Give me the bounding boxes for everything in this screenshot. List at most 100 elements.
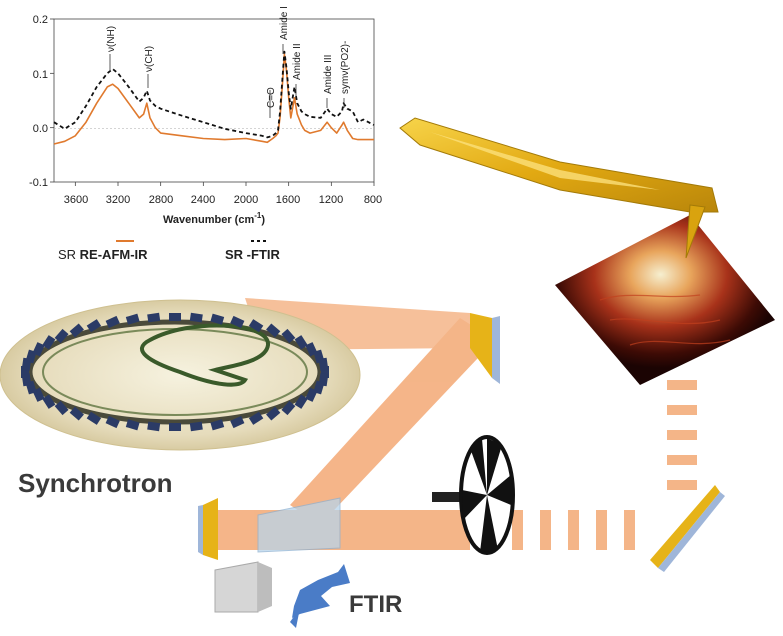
magnet-block <box>105 315 120 329</box>
y-tick-label: 0.0 <box>33 123 48 135</box>
beam-chopped-vertical <box>667 380 697 490</box>
annotation-amide-i: Amide I <box>279 6 290 40</box>
magnet-block <box>248 411 264 425</box>
tick-marks <box>50 18 375 186</box>
synchrotron-ring: Synchrotron <box>0 299 361 498</box>
magnet-block <box>54 400 69 416</box>
cantilever-tip <box>685 204 706 259</box>
afm-sample <box>555 215 775 385</box>
chopper-wheel-icon <box>432 435 515 555</box>
beam-chopped-horizontal <box>512 510 635 550</box>
annotation-co: C=O <box>266 87 277 108</box>
mirror-left-face <box>203 498 218 560</box>
annotation-amide-iii: Amide III <box>323 55 334 94</box>
mirror-bottom-right <box>650 485 725 572</box>
x-tick-label: 1200 <box>319 194 343 206</box>
mirror-top-back <box>492 316 500 384</box>
y-tick-label: -0.1 <box>29 177 48 189</box>
legend-entry-afm: SR RE-AFM-IR <box>58 247 148 262</box>
x-tick-label: 2800 <box>149 194 173 206</box>
magnet-block <box>42 335 56 350</box>
x-tick-label: 3600 <box>64 194 88 206</box>
series-layer <box>53 50 375 145</box>
series-line-afm-ir <box>53 53 374 145</box>
magnet-block <box>86 319 102 333</box>
x-axis-ticks: 3600 3200 2800 2400 2000 1600 1200 800 <box>64 194 382 206</box>
ring-track <box>27 319 323 425</box>
magnet-block <box>189 421 203 432</box>
annotation-nh: ν(NH) <box>106 26 117 52</box>
magnet-block <box>281 400 296 416</box>
magnet-block <box>210 419 225 431</box>
cantilever-body <box>399 117 719 213</box>
mirror-top-face <box>470 313 492 378</box>
beam-diagonal <box>290 318 495 525</box>
magnet-block <box>125 419 140 431</box>
magnet-block <box>248 319 264 333</box>
annotation-amide-ii: Amide II <box>292 43 303 80</box>
magnet-block <box>147 421 161 432</box>
magnet-block <box>294 394 308 409</box>
magnet-block <box>32 342 45 357</box>
ftir-label: FTIR <box>349 591 402 618</box>
magnet-block <box>105 415 120 429</box>
magnet-block <box>189 312 203 323</box>
magnet-block <box>305 387 318 402</box>
magnet-block <box>147 312 161 323</box>
afm-texture <box>599 294 731 346</box>
x-tick-label: 3200 <box>106 194 130 206</box>
x-tick-label: 800 <box>364 194 382 206</box>
series-line-ftir <box>53 50 375 139</box>
magnet-block <box>125 313 140 325</box>
moving-mirror-front <box>214 561 259 613</box>
mirror-br-back <box>658 492 725 572</box>
y-tick-label: 0.1 <box>33 69 48 81</box>
x-axis-label: Wavenumber (cm-1) <box>163 211 265 226</box>
spectrum-chart: 0.2 0.1 0.0 -0.1 3600 3200 2800 2400 200… <box>29 6 382 262</box>
mirror-left <box>198 498 218 560</box>
moving-mirror-side <box>258 562 272 612</box>
magnet-block <box>69 323 84 338</box>
magnet-block <box>86 411 102 425</box>
booster-loop <box>140 323 270 387</box>
plot-frame <box>53 18 375 183</box>
magnet-block <box>318 357 329 371</box>
annotation-po2: symν(PO2)- <box>340 41 351 94</box>
y-tick-label: 0.2 <box>33 14 48 26</box>
mirror-left-back <box>198 505 203 555</box>
mirror-top <box>470 313 500 384</box>
magnet-block <box>230 315 245 329</box>
chopper-shaft <box>432 492 472 502</box>
magnet-block <box>42 394 56 409</box>
synchrotron-label: Synchrotron <box>18 468 173 498</box>
afm-topography <box>555 215 775 385</box>
magnet-block <box>169 423 181 431</box>
magnet-block <box>210 313 225 325</box>
bending-magnets <box>21 312 329 432</box>
annotation-ch: ν(CH) <box>144 46 155 72</box>
magnet-block <box>169 313 181 321</box>
legend-entry-ftir: SR -FTIR <box>225 247 280 262</box>
magnet-block <box>230 415 245 429</box>
beamsplitter <box>257 497 341 553</box>
magnet-block <box>294 335 308 350</box>
magnet-block <box>266 406 281 421</box>
magnet-block <box>69 406 84 421</box>
x-tick-label: 2000 <box>234 194 258 206</box>
peak-annotations: ν(NH) ν(CH) C=O Amide I Amide II Amide I… <box>106 6 351 118</box>
chart-legend: SR RE-AFM-IR SR -FTIR <box>58 240 280 262</box>
afm-cantilever <box>399 117 719 259</box>
chopper-blades <box>462 438 511 552</box>
magnet-block <box>54 328 69 344</box>
scan-double-arrow-icon <box>290 564 350 628</box>
beam-horizontal <box>215 510 470 550</box>
magnet-block <box>266 323 281 338</box>
x-tick-label: 2400 <box>191 194 215 206</box>
beamsplitter-glass <box>257 497 341 553</box>
mirror-br-face <box>650 485 720 568</box>
magnet-block <box>281 328 296 344</box>
y-axis-ticks: 0.2 0.1 0.0 -0.1 <box>29 14 48 189</box>
x-tick-label: 1600 <box>276 194 300 206</box>
moving-mirror <box>214 561 272 613</box>
